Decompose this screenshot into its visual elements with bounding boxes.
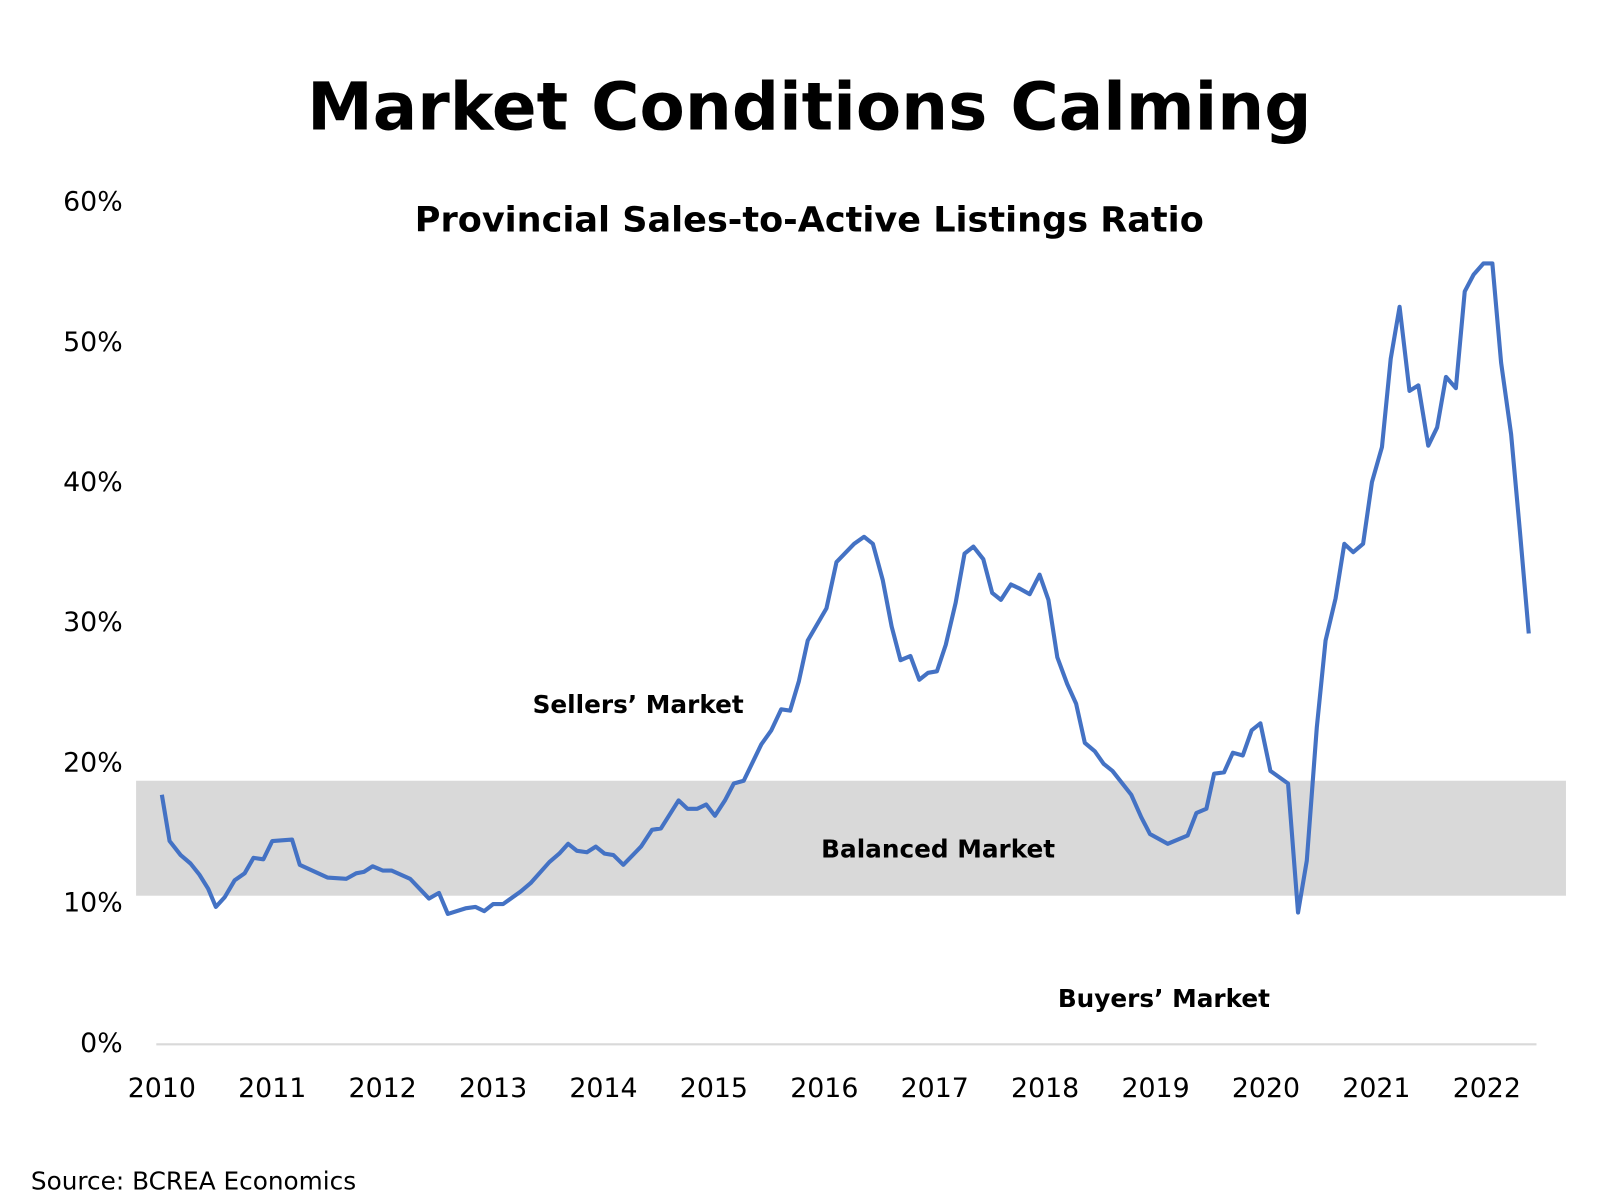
x-tick-label: 2014 bbox=[569, 1073, 637, 1104]
x-tick-label: 2011 bbox=[238, 1073, 306, 1104]
source: Source: BCREA Economics bbox=[31, 1166, 356, 1195]
y-tick-label: 20% bbox=[63, 747, 123, 778]
x-tick-label: 2016 bbox=[790, 1073, 858, 1104]
annotation: Buyers’ Market bbox=[1058, 984, 1270, 1013]
x-tick-label: 2010 bbox=[128, 1073, 196, 1104]
x-tick-label: 2021 bbox=[1342, 1073, 1410, 1104]
x-tick-label: 2015 bbox=[680, 1073, 748, 1104]
y-tick-label: 40% bbox=[63, 467, 123, 498]
x-tick-label: 2017 bbox=[901, 1073, 969, 1104]
x-tick-label: 2019 bbox=[1121, 1073, 1189, 1104]
balanced-band bbox=[136, 780, 1566, 896]
y-tick-label: 30% bbox=[63, 607, 123, 638]
x-tick-label: 2013 bbox=[459, 1073, 527, 1104]
annotation: Balanced Market bbox=[821, 835, 1055, 864]
annotation: Sellers’ Market bbox=[533, 690, 744, 719]
chart-subtitle: Provincial Sales-to-Active Listings Rati… bbox=[415, 200, 1204, 241]
y-tick-label: 60% bbox=[63, 187, 123, 218]
x-tick-label: 2018 bbox=[1011, 1073, 1079, 1104]
x-tick-label: 2022 bbox=[1453, 1073, 1521, 1104]
y-tick-label: 10% bbox=[63, 888, 123, 919]
y-tick-label: 50% bbox=[63, 327, 123, 358]
y-tick-label: 0% bbox=[80, 1028, 123, 1059]
x-tick-label: 2012 bbox=[349, 1073, 417, 1104]
chart-title: Market Conditions Calming bbox=[307, 68, 1311, 145]
line-series bbox=[159, 261, 1531, 916]
x-tick-label: 2020 bbox=[1232, 1073, 1300, 1104]
